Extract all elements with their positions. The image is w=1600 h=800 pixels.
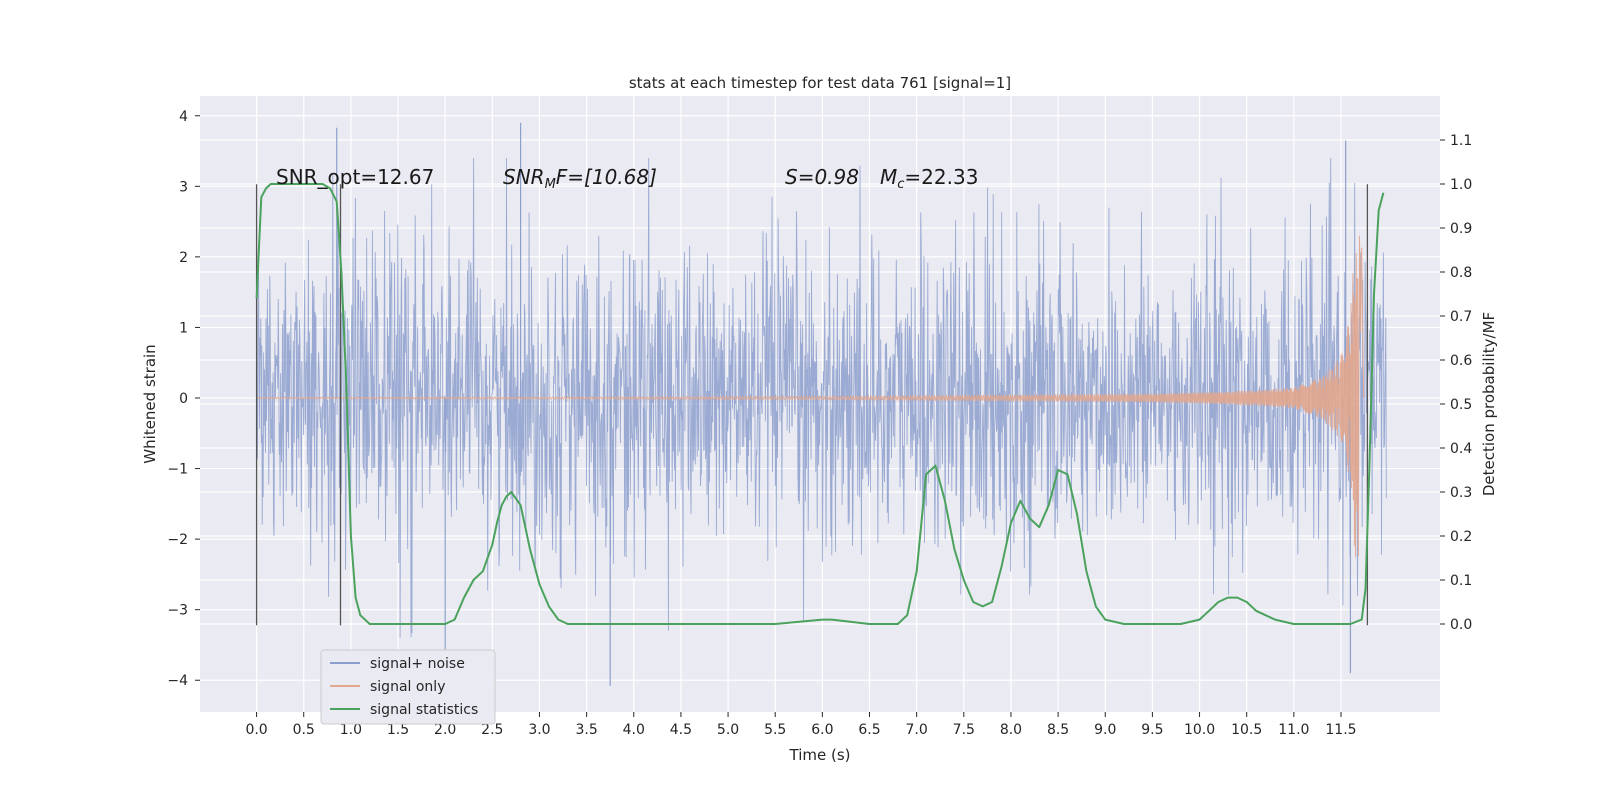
y-axis-right-ticks: 1.1 1.0 0.9 0.8 0.7 0.6 0.5 0.4 0.3 0.2 0.1 0.0 [1440,133,1472,633]
y-left-tick-label-3: 1 [179,320,188,336]
y-left-tick-label-0: 4 [179,109,188,125]
y-right-tick-label-2: 0.9 [1450,221,1472,237]
y-left-tick-label-1: 3 [179,179,188,195]
y-right-tick-label-9: 0.2 [1450,529,1472,545]
y-right-tick-label-7: 0.4 [1450,441,1472,457]
x-tick-label-7: 3.5 [575,722,597,738]
x-tick-label-10: 5.0 [717,722,739,738]
x-tick-label-2: 1.0 [340,722,362,738]
y-axis-left-ticks: 4 3 2 1 0 −1 −2 −3 −4 [167,109,200,689]
y-axis-right-label: Detection probability/MF [1480,312,1498,496]
annotation-mc-sub: c [897,177,904,192]
legend-label-signal-only: signal only [370,679,445,695]
x-tick-label-9: 4.5 [670,722,692,738]
legend-label-signal-plus-noise: signal+ noise [370,656,465,672]
annotation-snr-mf: SNRMF=[10.68] [503,165,657,192]
chart-title: stats at each timestep for test data 761… [629,74,1011,92]
annotation-snr-opt: SNR_opt=12.67 [276,165,434,189]
x-axis-label: Time (s) [789,746,851,764]
y-left-tick-label-2: 2 [179,250,188,266]
x-tick-label-12: 6.0 [811,722,833,738]
x-tick-label-5: 2.5 [481,722,503,738]
annotation-mc-main: M [880,165,897,189]
annotation-snr-mf-rest: F=[10.68] [556,165,657,189]
x-tick-label-19: 9.5 [1141,722,1163,738]
x-tick-label-23: 11.5 [1325,722,1356,738]
x-tick-label-4: 2.0 [434,722,456,738]
x-tick-label-22: 11.0 [1278,722,1309,738]
x-tick-label-8: 4.0 [623,722,645,738]
annotation-snr-mf-sub: M [545,177,556,192]
x-axis-ticks: 0.0 0.5 1.0 1.5 2.0 2.5 3.0 3.5 4.0 4.5 5.0 5.5 6.0 6… [245,712,1357,738]
y-right-tick-label-5: 0.6 [1450,353,1472,369]
x-tick-label-16: 8.0 [1000,722,1022,738]
y-left-tick-label-6: −2 [167,532,188,548]
y-right-tick-label-3: 0.8 [1450,265,1472,281]
x-tick-label-6: 3.0 [528,722,550,738]
y-right-tick-label-6: 0.5 [1450,397,1472,413]
x-tick-label-21: 10.5 [1231,722,1262,738]
signal-statistics-line [255,183,1385,625]
y-axis-left-label: Whitened strain [141,344,159,463]
x-tick-label-20: 10.0 [1184,722,1215,738]
series-signal-plus-noise [256,122,1387,686]
legend: signal+ noise signal only signal statist… [320,649,496,725]
x-tick-label-17: 8.5 [1047,722,1069,738]
series-signal-statistics [255,183,1385,625]
annotation-s-value: S=0.98 [785,165,859,189]
x-tick-label-14: 7.0 [906,722,928,738]
annotation-mc: Mc=22.33 [880,165,978,192]
x-tick-label-13: 6.5 [858,722,880,738]
x-tick-label-0: 0.0 [245,722,267,738]
y-right-tick-label-4: 0.7 [1450,309,1472,325]
x-tick-label-3: 1.5 [387,722,409,738]
y-left-tick-label-8: −4 [167,673,188,689]
y-left-tick-label-7: −3 [167,603,188,619]
annotation-mc-rest: =22.33 [904,165,978,189]
series-signal-only [256,235,1365,558]
y-left-tick-label-5: −1 [167,462,188,478]
y-right-tick-label-8: 0.3 [1450,485,1472,501]
y-right-tick-label-0: 1.1 [1450,133,1472,149]
y-left-tick-label-4: 0 [179,391,188,407]
x-tick-label-18: 9.0 [1094,722,1116,738]
y-right-tick-label-10: 0.1 [1450,573,1472,589]
legend-label-signal-statistics: signal statistics [370,702,478,718]
legend-box [320,649,496,725]
signal-only-trace [256,235,1365,558]
x-tick-label-1: 0.5 [293,722,315,738]
annotation-snr-mf-main: SNR [503,165,545,189]
x-tick-label-15: 7.5 [953,722,975,738]
y-right-tick-label-1: 1.0 [1450,177,1472,193]
y-right-tick-label-11: 0.0 [1450,617,1472,633]
x-tick-label-11: 5.5 [764,722,786,738]
